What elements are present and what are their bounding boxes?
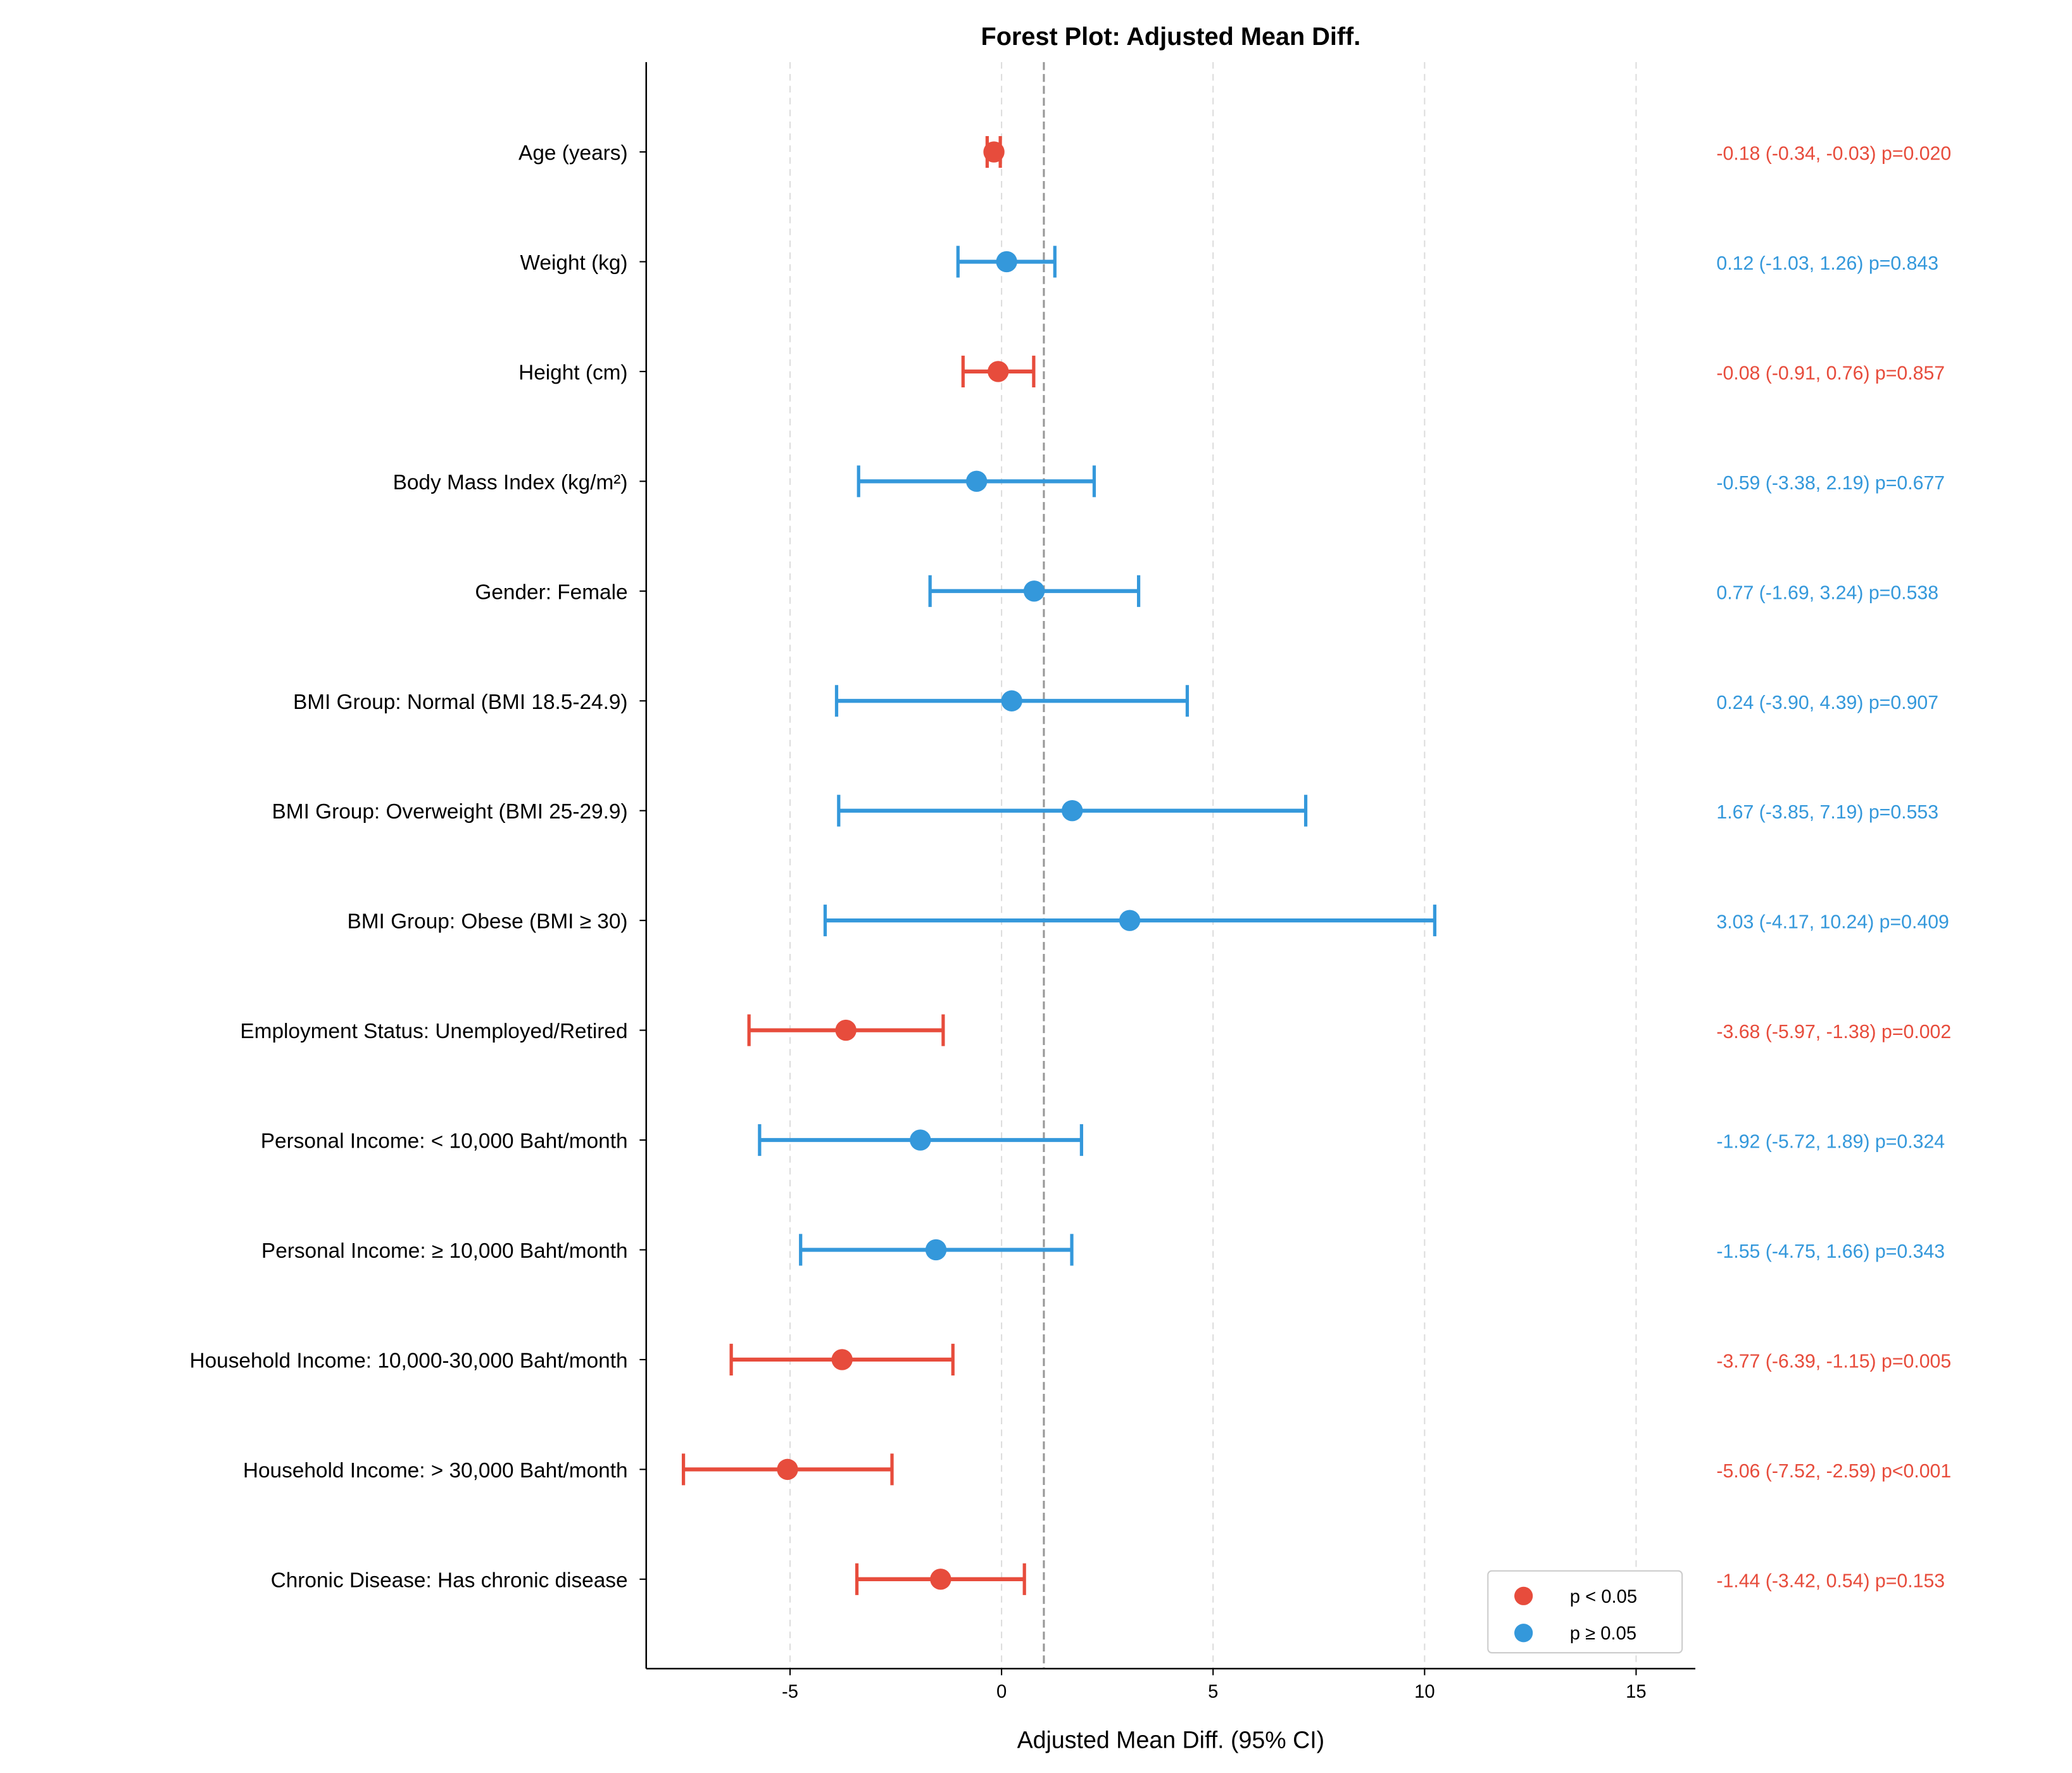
forest-row: Body Mass Index (kg/m²) -0.59 (-3.38, 2.1… — [393, 465, 1945, 498]
legend-label-nonsignificant: p ≥ 0.05 — [1570, 1624, 1636, 1644]
point-estimate — [777, 1458, 798, 1481]
forest-row: BMI Group: Obese (BMI ≥ 30) 3.03 (-4.17, … — [347, 905, 1949, 937]
forest-row: Personal Income: ≥ 10,000 Baht/month -1.5… — [261, 1234, 1945, 1266]
estimate-annotation: -5.06 (-7.52, -2.59) p<0.001 — [1716, 1461, 1951, 1482]
point-estimate — [996, 251, 1017, 273]
x-axis-label: Adjusted Mean Diff. (95% CI) — [1017, 1726, 1325, 1753]
point-estimate — [930, 1569, 951, 1590]
point-estimate — [988, 361, 1009, 382]
point-estimate — [1061, 799, 1083, 822]
y-tick-label: Chronic Disease: Has chronic disease — [271, 1569, 628, 1592]
estimate-annotation: 0.24 (-3.90, 4.39) p=0.907 — [1716, 692, 1938, 713]
point-estimate — [910, 1129, 931, 1151]
forest-row: BMI Group: Normal (BMI 18.5-24.9) 0.24 (-… — [293, 685, 1938, 717]
y-tick-label: Personal Income: ≥ 10,000 Baht/month — [261, 1239, 628, 1263]
legend-marker-nonsignificant — [1514, 1624, 1533, 1643]
forest-row: Household Income: 10,000-30,000 Baht/mon… — [189, 1343, 1951, 1375]
forest-row: Weight (kg) 0.12 (-1.03, 1.26) p=0.843 — [520, 246, 1938, 278]
legend-marker-significant — [1514, 1586, 1533, 1605]
y-tick-label: Employment Status: Unemployed/Retired — [240, 1020, 627, 1043]
legend: p < 0.05 p ≥ 0.05 — [1487, 1570, 1683, 1654]
y-tick-label: BMI Group: Normal (BMI 18.5-24.9) — [293, 691, 628, 714]
y-tick-label: Gender: Female — [475, 580, 627, 604]
point-estimate — [835, 1019, 857, 1041]
estimate-annotation: -1.92 (-5.72, 1.89) p=0.324 — [1716, 1132, 1945, 1153]
estimate-annotation: -3.68 (-5.97, -1.38) p=0.002 — [1716, 1022, 1951, 1043]
point-estimate — [1023, 580, 1045, 602]
estimate-annotation: -0.18 (-0.34, -0.03) p=0.020 — [1716, 144, 1951, 165]
forest-row: Height (cm) -0.08 (-0.91, 0.76) p=0.857 — [518, 355, 1945, 387]
y-tick-label: Household Income: > 30,000 Baht/month — [243, 1459, 628, 1482]
estimate-annotation: 0.12 (-1.03, 1.26) p=0.843 — [1716, 253, 1938, 274]
forest-row: Age (years) -0.18 (-0.34, -0.03) p=0.020 — [518, 135, 1951, 168]
chart-title: Forest Plot: Adjusted Mean Diff. — [981, 23, 1361, 51]
y-tick-label: Personal Income: < 10,000 Baht/month — [261, 1130, 628, 1153]
y-tick-label: Age (years) — [518, 142, 628, 165]
estimate-annotation: 0.77 (-1.69, 3.24) p=0.538 — [1716, 582, 1938, 603]
y-tick-label: Height (cm) — [518, 361, 627, 384]
estimate-annotation: -1.55 (-4.75, 1.66) p=0.343 — [1716, 1241, 1945, 1262]
point-estimate — [965, 470, 988, 492]
forest-row: Chronic Disease: Has chronic disease -1.4… — [271, 1563, 1945, 1595]
x-tick-label: -5 — [782, 1682, 798, 1702]
forest-row: Personal Income: < 10,000 Baht/month -1.9… — [261, 1124, 1945, 1156]
x-tick-label: 15 — [1626, 1682, 1647, 1702]
y-tick-label: Body Mass Index (kg/m²) — [393, 471, 628, 494]
y-tick-label: BMI Group: Overweight (BMI 25-29.9) — [272, 800, 628, 824]
estimate-annotation: 3.03 (-4.17, 10.24) p=0.409 — [1716, 912, 1949, 933]
estimate-annotation: -0.08 (-0.91, 0.76) p=0.857 — [1716, 363, 1945, 384]
point-estimate — [1119, 910, 1141, 931]
x-tick-label: 5 — [1208, 1682, 1218, 1702]
forest-row: BMI Group: Overweight (BMI 25-29.9) 1.67 … — [272, 794, 1938, 827]
estimate-annotation: 1.67 (-3.85, 7.19) p=0.553 — [1716, 802, 1938, 823]
point-estimate — [1001, 690, 1022, 711]
point-estimate — [983, 141, 1005, 163]
y-tick-label: Weight (kg) — [520, 251, 628, 275]
forest-row: Employment Status: Unemployed/Retired -3.… — [240, 1014, 1951, 1046]
x-tick-label: 10 — [1414, 1682, 1435, 1702]
estimate-annotation: -3.77 (-6.39, -1.15) p=0.005 — [1716, 1351, 1951, 1372]
y-tick-label: Household Income: 10,000-30,000 Baht/mon… — [189, 1349, 627, 1372]
forest-row: Household Income: > 30,000 Baht/month -5.… — [243, 1453, 1951, 1486]
forest-row: Gender: Female 0.77 (-1.69, 3.24) p=0.538 — [475, 575, 1938, 607]
estimate-annotation: -0.59 (-3.38, 2.19) p=0.677 — [1716, 473, 1945, 494]
point-estimate — [925, 1239, 947, 1261]
x-tick-label: 0 — [996, 1682, 1007, 1702]
estimate-annotation: -1.44 (-3.42, 0.54) p=0.153 — [1716, 1570, 1945, 1591]
legend-label-significant: p < 0.05 — [1570, 1587, 1637, 1607]
point-estimate — [831, 1349, 853, 1370]
y-tick-label: BMI Group: Obese (BMI ≥ 30) — [347, 910, 627, 934]
